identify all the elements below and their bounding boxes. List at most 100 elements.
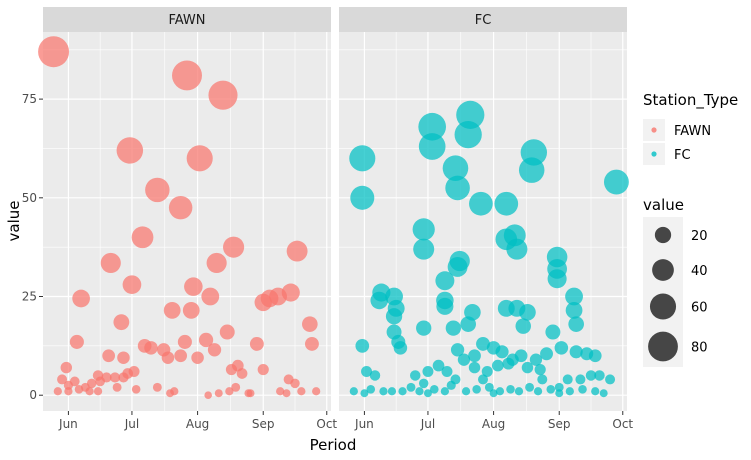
data-point [415, 387, 424, 396]
size-legend-label: 60 [691, 301, 708, 316]
data-point [349, 387, 358, 396]
data-point [184, 277, 203, 296]
data-point [249, 336, 264, 351]
data-point [85, 387, 94, 396]
x-axis-title: Period [310, 436, 357, 454]
data-point [447, 256, 468, 277]
data-point [144, 341, 158, 355]
data-point [361, 366, 373, 377]
data-point [118, 372, 129, 383]
data-point [545, 324, 561, 340]
legend-label: FAWN [674, 124, 711, 139]
data-point [418, 378, 429, 389]
y-axis-title: value [5, 201, 23, 242]
size-legend-circle [648, 331, 678, 362]
data-point [591, 387, 600, 396]
data-point [246, 389, 255, 398]
data-point [223, 236, 245, 258]
data-point [418, 133, 446, 160]
data-point [93, 387, 103, 396]
data-point [282, 389, 291, 398]
data-point [64, 387, 73, 396]
data-point [297, 387, 306, 396]
data-point [182, 301, 200, 319]
data-point [565, 387, 574, 396]
data-point [594, 370, 605, 381]
facet-strip-label: FAWN [168, 13, 205, 28]
data-point [440, 387, 450, 396]
data-point [569, 345, 583, 359]
data-point [430, 385, 439, 394]
data-point [145, 177, 170, 203]
data-point [515, 318, 531, 334]
data-point [495, 387, 505, 396]
size-legend-label: 80 [691, 341, 708, 356]
data-point [442, 155, 469, 181]
data-point [432, 359, 445, 372]
data-point [416, 320, 432, 336]
data-point [489, 389, 498, 398]
data-point [412, 218, 435, 241]
x-tick-label: Jun [354, 417, 374, 431]
data-point [409, 370, 421, 381]
data-point [276, 387, 285, 396]
data-point [257, 363, 269, 376]
legend: Station_Type FAWN FC value 20 40 60 80 [643, 91, 738, 367]
data-point [484, 382, 494, 392]
data-point [445, 175, 470, 201]
data-point [387, 387, 397, 396]
data-point [174, 349, 188, 363]
data-point [502, 357, 515, 370]
data-point [514, 387, 524, 396]
data-point [445, 320, 462, 336]
data-point [286, 240, 308, 262]
data-point [350, 185, 375, 210]
data-point [95, 376, 106, 387]
data-point [568, 316, 584, 332]
x-tick-label: Jul [124, 417, 139, 431]
data-point [201, 287, 220, 306]
data-point [554, 341, 569, 355]
data-point [366, 385, 376, 394]
data-point [565, 287, 583, 306]
facet-strip-label: FC [475, 13, 492, 28]
data-point [74, 385, 84, 394]
data-point [206, 252, 227, 274]
data-point [117, 351, 130, 364]
y-tick-label: 0 [29, 388, 37, 402]
data-point [518, 157, 545, 183]
facet-panel-fawn: FAWN Jun Jul Aug Sep Oct 0 25 50 75 [22, 7, 337, 431]
x-tick-label: Oct [316, 417, 337, 431]
x-tick-label: Sep [548, 417, 571, 431]
data-point [312, 387, 321, 396]
data-point [172, 60, 202, 91]
data-point [554, 382, 564, 392]
data-point [109, 372, 121, 383]
color-legend-title: Station_Type [643, 91, 738, 110]
size-legend-label: 40 [691, 264, 708, 279]
legend-label: FC [674, 148, 691, 163]
y-tick-label: 25 [22, 290, 37, 304]
size-legend-title: value [643, 196, 684, 214]
data-point [204, 391, 212, 400]
legend-entry-fc: FC [643, 143, 691, 165]
data-point [219, 324, 235, 340]
points-fc [349, 100, 629, 398]
data-point [481, 366, 493, 377]
data-point [122, 275, 142, 295]
data-point [540, 347, 553, 361]
data-point [406, 382, 416, 392]
data-point [565, 301, 583, 319]
data-point [131, 226, 154, 249]
size-legend-entry: 40 [643, 253, 708, 287]
data-point [198, 332, 214, 348]
legend-key-point [651, 127, 657, 133]
data-point [225, 387, 234, 396]
data-point [525, 382, 535, 392]
data-point [506, 385, 515, 394]
size-legend-circle [649, 293, 677, 320]
size-legend-label: 20 [691, 229, 708, 244]
data-point [468, 349, 481, 363]
data-point [53, 387, 62, 396]
data-point [575, 374, 586, 385]
